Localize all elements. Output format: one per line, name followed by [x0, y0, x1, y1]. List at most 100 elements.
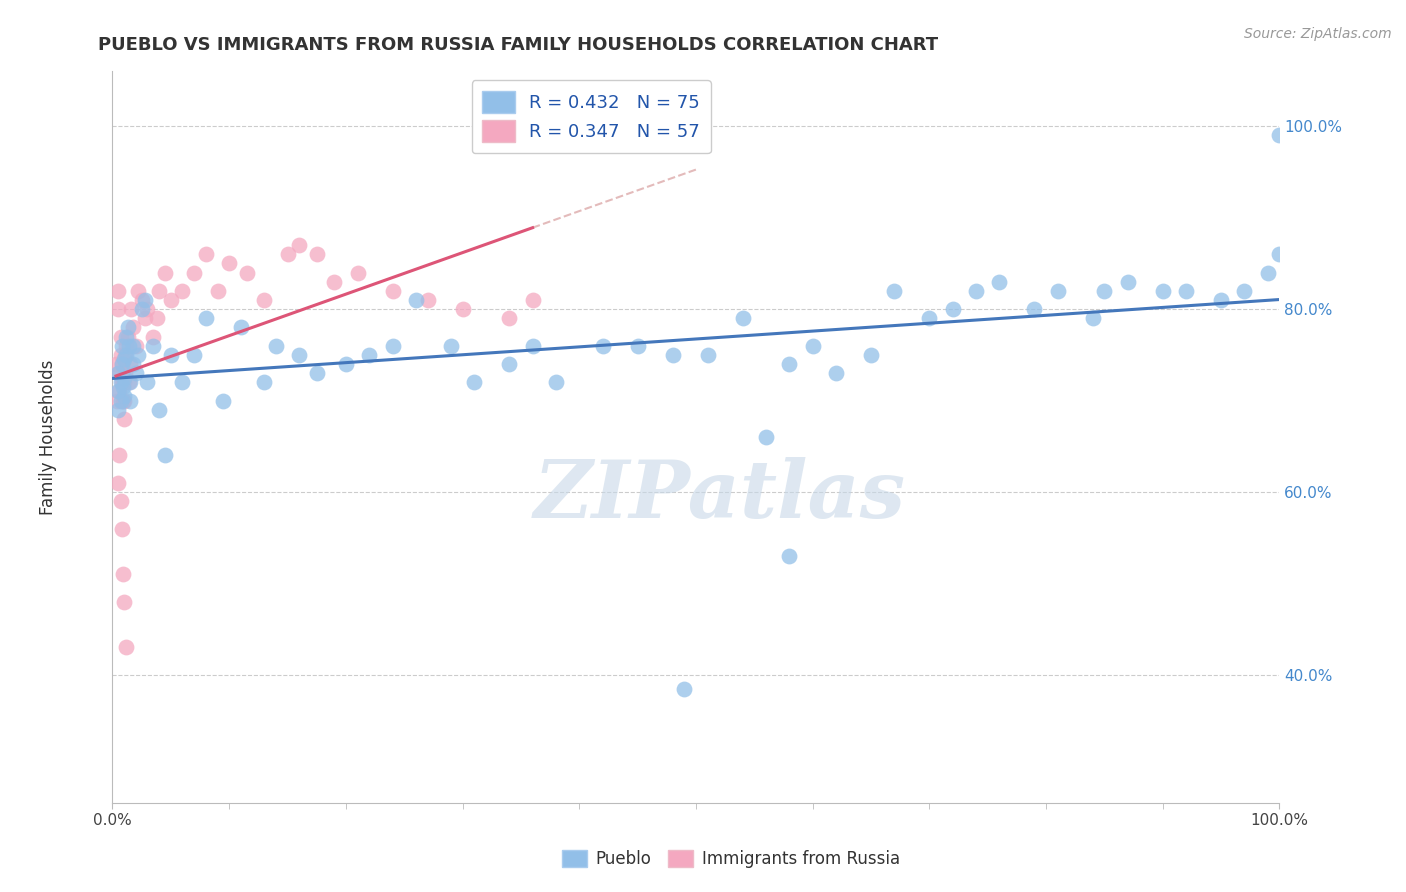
- Point: [381, 338, 404, 352]
- Point: [172, 284, 194, 298]
- Point: [127, 348, 149, 362]
- Point: [117, 320, 139, 334]
- Point: [207, 284, 229, 298]
- Point: [381, 284, 404, 298]
- Point: [755, 430, 778, 444]
- Point: [235, 266, 257, 280]
- Point: [115, 338, 138, 352]
- Point: [288, 348, 311, 362]
- Point: [253, 375, 276, 389]
- Point: [778, 357, 800, 371]
- Point: [673, 681, 696, 696]
- Point: [136, 375, 159, 389]
- Point: [405, 293, 427, 307]
- Point: [498, 357, 520, 371]
- Point: [323, 275, 346, 289]
- Point: [104, 357, 127, 371]
- Point: [696, 348, 718, 362]
- Point: [131, 293, 153, 307]
- Point: [661, 348, 683, 362]
- Point: [108, 448, 131, 462]
- Point: [1152, 284, 1174, 298]
- Point: [112, 352, 135, 367]
- Point: [122, 320, 145, 334]
- Point: [1268, 128, 1291, 143]
- Point: [112, 389, 135, 403]
- Point: [592, 338, 614, 352]
- Point: [335, 357, 357, 371]
- Point: [125, 366, 148, 380]
- Point: [183, 266, 205, 280]
- Point: [1268, 247, 1291, 261]
- Text: Source: ZipAtlas.com: Source: ZipAtlas.com: [1244, 27, 1392, 41]
- Point: [1175, 284, 1198, 298]
- Point: [918, 311, 941, 326]
- Point: [131, 301, 153, 317]
- Point: [122, 357, 145, 371]
- Point: [122, 338, 145, 352]
- Point: [112, 393, 135, 408]
- Point: [194, 247, 217, 261]
- Point: [111, 521, 134, 535]
- Point: [110, 393, 132, 408]
- Point: [115, 348, 138, 362]
- Point: [107, 284, 129, 298]
- Point: [778, 549, 800, 563]
- Point: [229, 320, 252, 334]
- Point: [160, 348, 183, 362]
- Point: [218, 256, 240, 270]
- Point: [112, 375, 135, 389]
- Point: [111, 357, 134, 371]
- Point: [451, 301, 474, 317]
- Point: [127, 284, 149, 298]
- Point: [359, 348, 381, 362]
- Point: [112, 412, 135, 426]
- Point: [498, 311, 520, 326]
- Point: [115, 640, 138, 655]
- Text: PUEBLO VS IMMIGRANTS FROM RUSSIA FAMILY HOUSEHOLDS CORRELATION CHART: PUEBLO VS IMMIGRANTS FROM RUSSIA FAMILY …: [98, 36, 939, 54]
- Point: [160, 293, 183, 307]
- Point: [107, 384, 129, 399]
- Point: [1024, 301, 1046, 317]
- Point: [105, 393, 128, 408]
- Point: [148, 284, 170, 298]
- Point: [118, 375, 141, 389]
- Point: [111, 338, 134, 352]
- Point: [111, 375, 134, 389]
- Legend: Pueblo, Immigrants from Russia: Pueblo, Immigrants from Russia: [555, 843, 907, 875]
- Point: [118, 375, 141, 389]
- Point: [107, 366, 129, 380]
- Point: [288, 238, 311, 252]
- Point: [118, 357, 141, 371]
- Point: [118, 338, 141, 352]
- Point: [111, 393, 134, 408]
- Point: [118, 393, 141, 408]
- Point: [142, 329, 165, 343]
- Point: [463, 375, 485, 389]
- Point: [942, 301, 965, 317]
- Point: [107, 475, 129, 490]
- Point: [115, 329, 138, 343]
- Legend: R = 0.432   N = 75, R = 0.347   N = 57: R = 0.432 N = 75, R = 0.347 N = 57: [471, 80, 711, 153]
- Point: [544, 375, 567, 389]
- Point: [194, 311, 217, 326]
- Point: [305, 366, 328, 380]
- Point: [148, 402, 170, 417]
- Point: [440, 338, 463, 352]
- Point: [110, 329, 132, 343]
- Point: [108, 384, 131, 399]
- Point: [136, 301, 159, 317]
- Point: [825, 366, 848, 380]
- Point: [346, 266, 368, 280]
- Point: [1209, 293, 1232, 307]
- Point: [110, 375, 132, 389]
- Point: [146, 311, 169, 326]
- Point: [212, 393, 235, 408]
- Point: [112, 370, 135, 384]
- Y-axis label: Family Households: Family Households: [39, 359, 56, 515]
- Point: [1094, 284, 1116, 298]
- Point: [110, 494, 132, 508]
- Point: [114, 348, 136, 362]
- Point: [416, 293, 439, 307]
- Point: [183, 348, 205, 362]
